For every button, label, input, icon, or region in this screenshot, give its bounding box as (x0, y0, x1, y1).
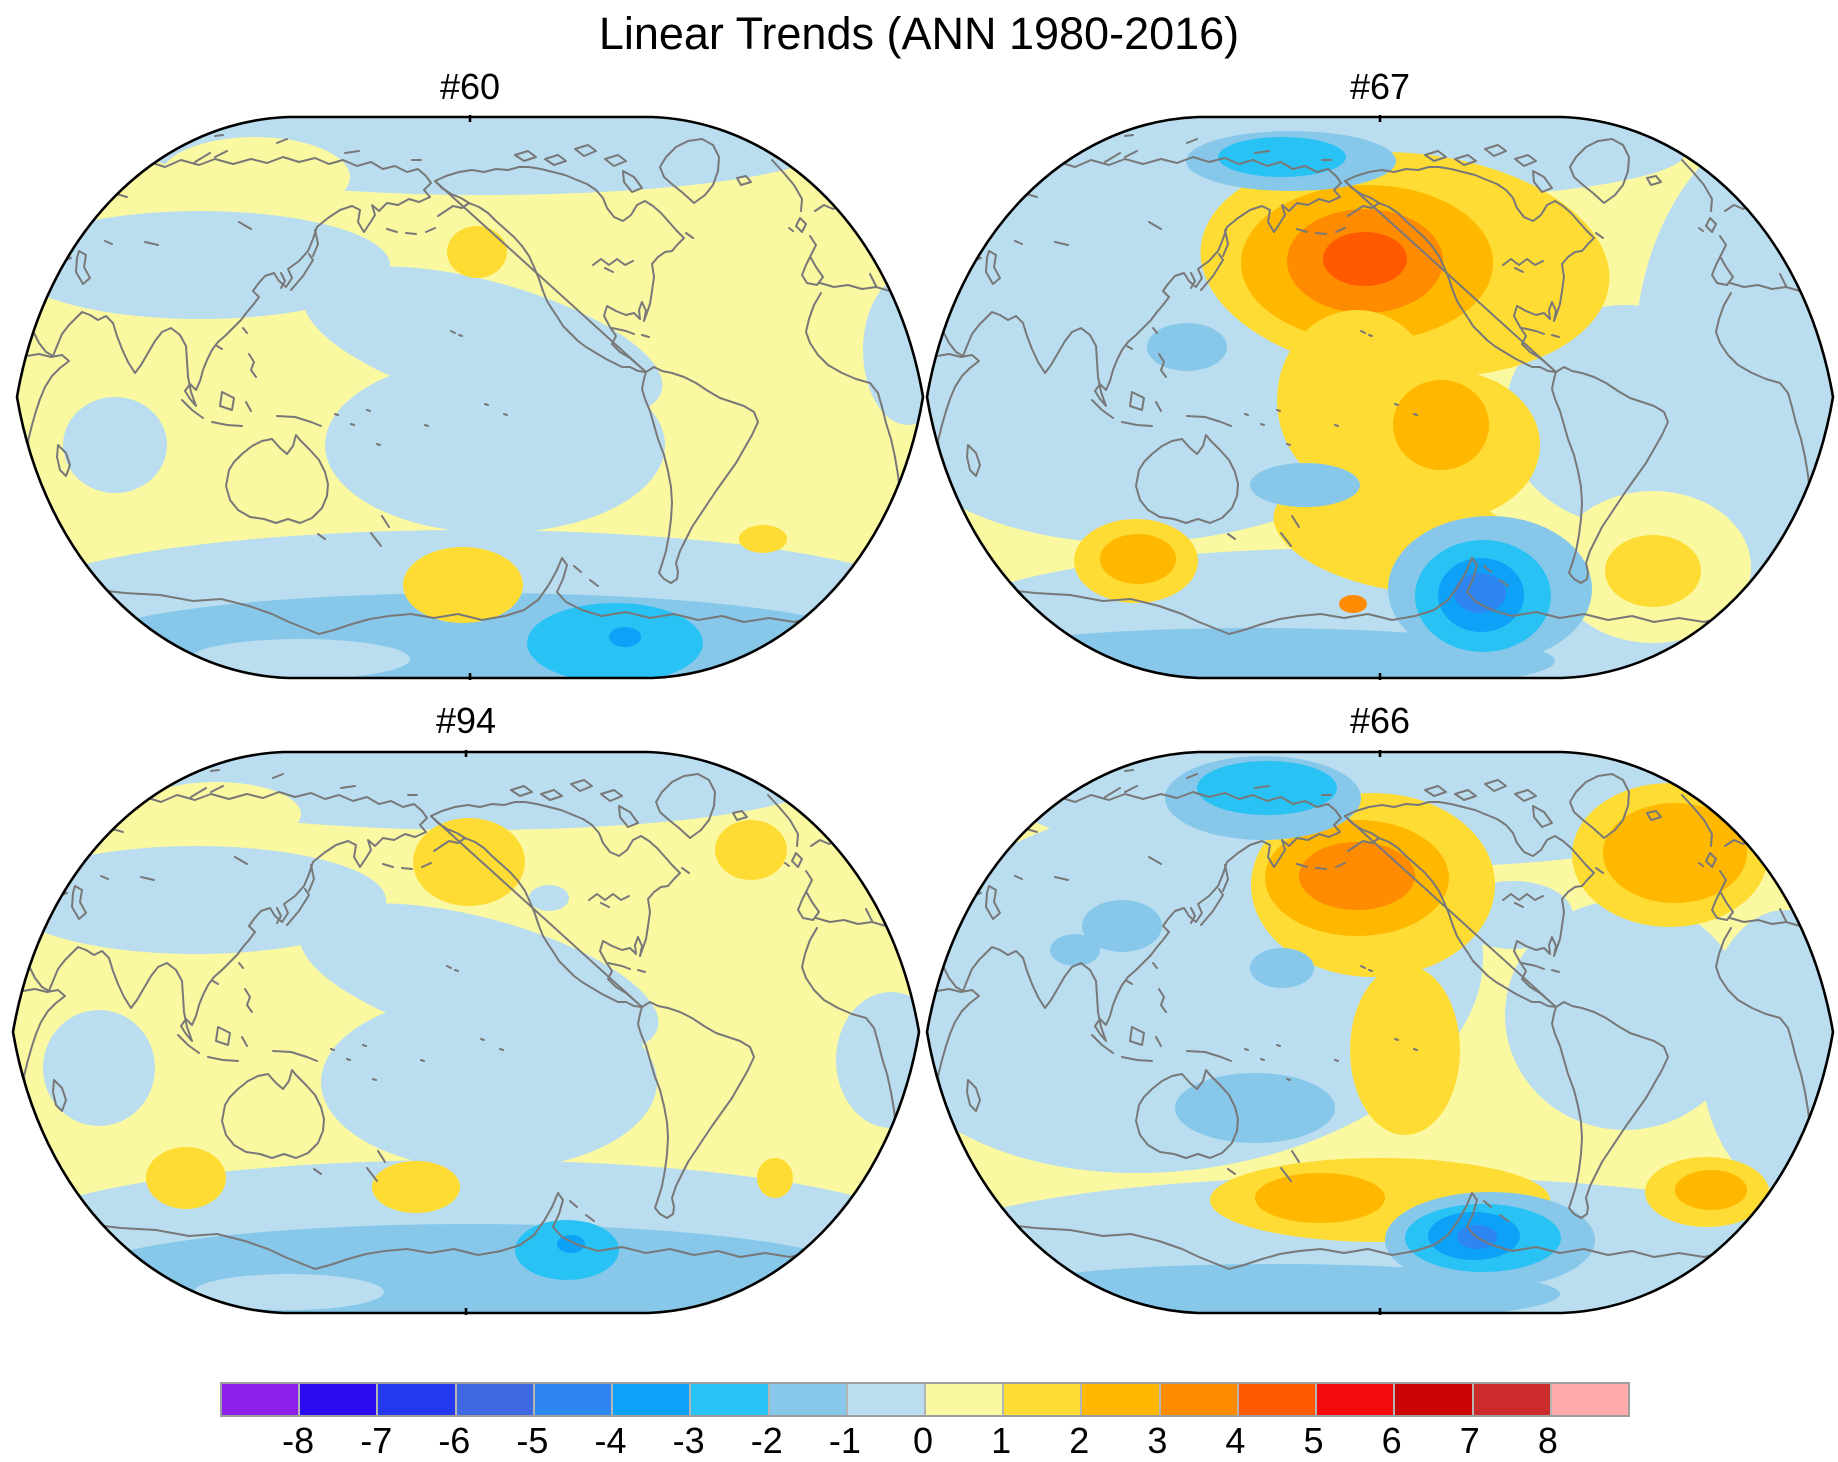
colorbar-cell (222, 1384, 299, 1415)
colorbar-cell (1471, 1384, 1550, 1415)
contour-blob (146, 1147, 226, 1209)
colorbar-cell (532, 1384, 612, 1415)
contour-blob (757, 1158, 793, 1198)
colorbar-cell (1315, 1384, 1394, 1415)
colorbar-tick-label: -2 (750, 1420, 783, 1461)
contour-blob (413, 818, 525, 906)
contour-blob (1323, 232, 1407, 286)
contour-blob (863, 275, 923, 425)
contour-blob (372, 1161, 460, 1213)
contour-blob (160, 137, 350, 217)
contour-blob (126, 752, 826, 830)
contour-blob (1603, 803, 1747, 903)
contour-blob (1350, 965, 1460, 1135)
contour-blob (403, 547, 523, 623)
contour-blob (1255, 1173, 1385, 1223)
contour-blob (17, 211, 390, 319)
colorbar-cell (1549, 1384, 1628, 1415)
colorbar-tick-label: -5 (516, 1420, 549, 1461)
colorbar-cell (1236, 1384, 1316, 1415)
colorbar-cell (767, 1384, 846, 1415)
colorbar-cell (454, 1384, 533, 1415)
colorbar-cell (1393, 1384, 1472, 1415)
colorbar-cell (1158, 1384, 1237, 1415)
colorbar-tick-label: 3 (1147, 1420, 1168, 1461)
colorbar-tick-label: 5 (1303, 1420, 1324, 1461)
colorbar-tick-label: 2 (1069, 1420, 1090, 1461)
contour-blob (190, 639, 410, 678)
map-panel-67 (925, 115, 1835, 680)
colorbar-labels: -8 -7 -6 -5 -4 -3 -2 -1 0 1 2 3 4 5 6 7 8 (220, 1420, 1626, 1461)
contour-blob (1175, 1073, 1335, 1143)
panel-label-94: #94 (435, 700, 497, 741)
contour-blob (715, 820, 787, 880)
colorbar-cell (376, 1384, 455, 1415)
map-panel-94 (11, 750, 921, 1315)
contour-blob (1675, 1170, 1747, 1210)
contour-blob (321, 994, 657, 1170)
colorbar-tick-label: -6 (438, 1420, 471, 1461)
contour-blob (43, 1010, 155, 1126)
contour-blob (1299, 842, 1415, 910)
panel-label-60: #60 (439, 66, 501, 107)
figure-title: Linear Trends (ANN 1980-2016) (598, 8, 1240, 59)
colorbar-tick-label: -8 (282, 1420, 315, 1461)
colorbar-cell (923, 1384, 1003, 1415)
colorbar-tick-label: 6 (1381, 1420, 1402, 1461)
contour-blob (1635, 117, 1833, 600)
colorbar-tick-label: -3 (672, 1420, 705, 1461)
colorbar-cell (611, 1384, 690, 1415)
contour-blob (739, 525, 787, 553)
colorbar-cell (1080, 1384, 1159, 1415)
colorbar-tick-label: 4 (1225, 1420, 1246, 1461)
contour-blob (1393, 380, 1489, 470)
map-panel-60 (15, 115, 925, 680)
contour-blob (529, 885, 569, 911)
contour-blob (557, 1235, 585, 1253)
contour-blob (13, 846, 386, 954)
contour-blob (447, 226, 507, 278)
contour-blob (194, 1274, 384, 1310)
colorbar-tick-label: 8 (1537, 1420, 1558, 1461)
contour-blob (1218, 137, 1346, 177)
colorbar-tick-label: -4 (594, 1420, 627, 1461)
contour-blob (1505, 900, 1745, 1130)
contour-blob (325, 357, 665, 533)
contour-blob (1250, 948, 1314, 988)
colorbar-cell (298, 1384, 377, 1415)
contour-blob (1505, 305, 1745, 525)
contour-blob (1100, 534, 1176, 584)
colorbar-tick-label: 1 (991, 1420, 1012, 1461)
contour-blob (1605, 535, 1701, 607)
contour-blob (609, 627, 641, 647)
colorbar-tick-label: 0 (912, 1420, 934, 1461)
panel-label-67: #67 (1349, 66, 1411, 107)
contour-blob (63, 397, 167, 493)
colorbar-cell (845, 1384, 924, 1415)
colorbar-cell (1002, 1384, 1081, 1415)
contour-blob (131, 782, 301, 846)
map-panel-66 (925, 750, 1835, 1315)
contour-blob (1050, 934, 1100, 966)
contour-blob (1082, 900, 1162, 952)
colorbar-cell (689, 1384, 768, 1415)
colorbar (220, 1382, 1630, 1417)
contour-blob (1250, 463, 1360, 507)
colorbar-tick-label: -1 (828, 1420, 861, 1461)
colorbar-tick-label: -7 (360, 1420, 393, 1461)
colorbar-tick-label: 7 (1459, 1420, 1480, 1461)
contour-blob (1147, 323, 1227, 371)
contour-blob (1454, 573, 1506, 613)
panel-label-66: #66 (1349, 700, 1411, 741)
contour-blob (1339, 595, 1367, 613)
